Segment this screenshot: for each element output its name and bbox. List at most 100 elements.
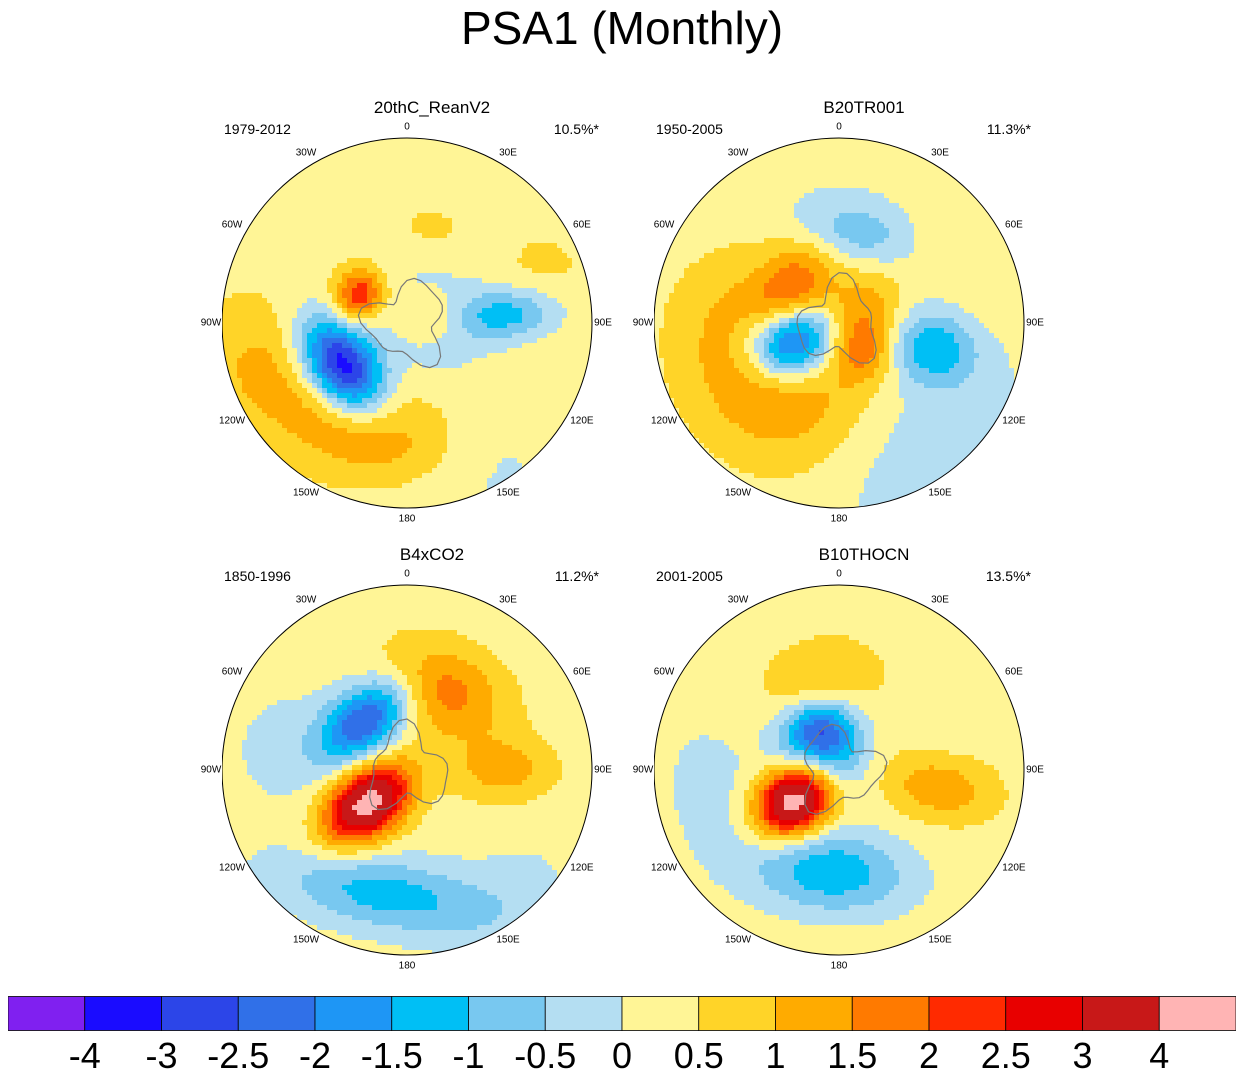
longitude-label: 90E <box>1026 764 1044 776</box>
longitude-label: 150E <box>928 934 952 946</box>
colorbar-swatch <box>851 996 930 1031</box>
panel-title: B4xCO2 <box>399 545 465 564</box>
colorbar-tick-label: -0.5 <box>514 1035 577 1076</box>
colorbar-labels: -4 -3 -2.5 -2 -1.5 -1 -0.5 0 0.5 1 1.5 2 2.5 3 4 <box>8 1036 1236 1076</box>
colorbar-swatch <box>544 996 623 1031</box>
colorbar-swatch <box>928 996 1007 1031</box>
colorbar-tick-label: 4 <box>1149 1035 1170 1076</box>
longitude-label: 180 <box>398 513 416 525</box>
colorbar-swatch <box>1082 996 1160 1031</box>
chart-title: PSA1 (Monthly) <box>460 2 784 54</box>
longitude-label: 180 <box>398 960 416 972</box>
map-border <box>654 584 1025 956</box>
longitude-label: 150W <box>292 487 320 499</box>
colorbar-tick-label: 0.5 <box>673 1035 724 1076</box>
longitude-label: 0 <box>836 568 842 580</box>
longitude-label: 150W <box>292 934 320 946</box>
colorbar-swatch <box>1158 996 1236 1031</box>
longitude-label: 150W <box>724 934 752 946</box>
colorbar-tick-label: -4 <box>68 1035 101 1076</box>
coastline <box>796 272 877 364</box>
contour-field <box>222 138 592 508</box>
longitude-label: 150W <box>724 487 752 499</box>
panel-years: 2001-2005 <box>656 568 723 584</box>
longitude-label: 30W <box>727 594 749 606</box>
longitude-label: 30E <box>499 594 517 606</box>
contour-field <box>222 585 592 955</box>
polar-map <box>222 584 593 956</box>
panel-years: 1979-2012 <box>224 121 291 137</box>
longitude-label: 90E <box>594 317 612 329</box>
longitude-label: 180 <box>830 960 848 972</box>
longitude-label: 120W <box>651 415 678 427</box>
panel-variance-percent: 11.3%* <box>986 121 1031 137</box>
panel-years: 1850-1996 <box>224 568 291 584</box>
longitude-label: 60W <box>653 666 675 678</box>
colorbar-swatch <box>314 996 393 1031</box>
map-panel-4: B10THOCN 2001-2005 13.5%* 0 30E 60E 90E 120E 150… <box>633 545 1074 995</box>
longitude-label: 120E <box>570 415 594 427</box>
longitude-label: 90W <box>200 317 222 329</box>
colorbar-tick-label: 1 <box>765 1035 786 1076</box>
longitude-label: 180 <box>830 513 848 525</box>
longitude-label: 30E <box>931 147 949 159</box>
coastline <box>804 723 888 815</box>
colorbar-tick-label: 2 <box>918 1035 940 1076</box>
longitude-label: 60W <box>653 219 675 231</box>
map-panel-2: B20TR001 1950-2005 11.3%* 0 30E 60E 90E 120E 150… <box>633 98 1074 548</box>
coastline <box>368 718 449 811</box>
panel-years: 1950-2005 <box>656 121 723 137</box>
longitude-label: 90E <box>594 764 612 776</box>
longitude-label: 120E <box>570 862 594 874</box>
colorbar-swatch <box>391 996 469 1031</box>
longitude-label: 120E <box>1002 862 1026 874</box>
longitude-label: 30W <box>295 147 317 159</box>
polar-map <box>222 137 593 509</box>
longitude-label: 0 <box>404 121 410 133</box>
polar-map <box>654 584 1025 956</box>
longitude-label: 120W <box>651 862 678 874</box>
longitude-label: 120E <box>1002 415 1026 427</box>
longitude-label: 120W <box>219 415 246 427</box>
longitude-label: 60W <box>221 219 243 231</box>
colorbar-tick-label: -2 <box>298 1035 332 1076</box>
longitude-label: 90W <box>632 764 654 776</box>
longitude-label: 60E <box>573 666 591 678</box>
colorbar-swatch <box>8 996 86 1031</box>
longitude-label: 30E <box>499 147 517 159</box>
colorbar-swatch <box>775 996 853 1031</box>
colorbar-swatch <box>1005 996 1083 1031</box>
panel-variance-percent: 11.2%* <box>554 568 599 584</box>
colorbar-swatch <box>84 996 162 1031</box>
longitude-label: 60E <box>1005 219 1023 231</box>
colorbar-swatch <box>161 996 239 1031</box>
colorbar-swatch <box>698 996 776 1031</box>
panel-title: B10THOCN <box>818 545 910 564</box>
colorbar-tick-label: 3 <box>1072 1035 1093 1076</box>
longitude-label: 150E <box>496 487 520 499</box>
colorbar-swatch <box>237 996 316 1031</box>
longitude-label: 120W <box>219 862 246 874</box>
map-border <box>654 137 1025 509</box>
map-border <box>222 137 593 509</box>
colorbar-tick-label: -1 <box>452 1035 485 1076</box>
longitude-label: 90W <box>200 764 222 776</box>
polar-map <box>654 137 1025 509</box>
colorbar-swatch <box>468 996 546 1031</box>
longitude-label: 90E <box>1026 317 1044 329</box>
colorbar-tick-label: 1.5 <box>827 1035 878 1076</box>
longitude-label: 30W <box>295 594 317 606</box>
longitude-label: 0 <box>404 568 410 580</box>
colorbar-tick-label: -1.5 <box>360 1035 423 1076</box>
colorbar-tick-label: -2.5 <box>207 1035 270 1076</box>
panel-title: B20TR001 <box>823 98 905 117</box>
longitude-label: 60E <box>573 219 591 231</box>
longitude-label: 60W <box>221 666 243 678</box>
longitude-label: 30W <box>727 147 749 159</box>
colorbar-swatch <box>621 996 700 1031</box>
colorbar <box>8 996 1236 1031</box>
colorbar-tick-label: 2.5 <box>980 1035 1031 1076</box>
longitude-label: 150E <box>928 487 952 499</box>
coastline <box>357 277 443 369</box>
longitude-label: 60E <box>1005 666 1023 678</box>
